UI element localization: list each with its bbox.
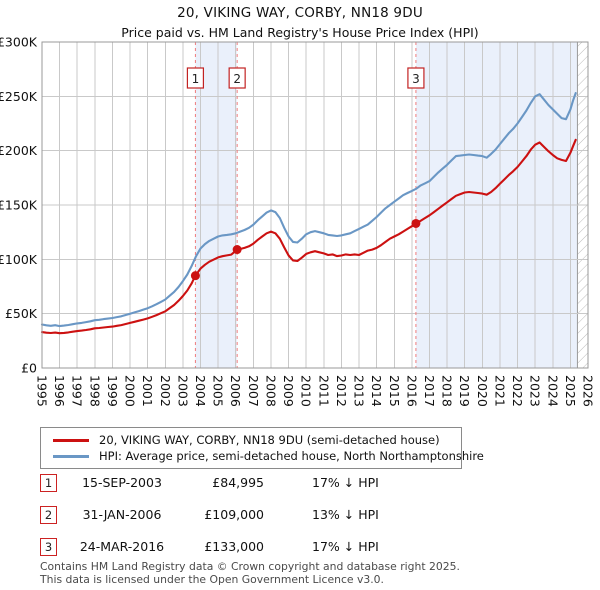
- sale-number-badge: 3: [40, 537, 57, 556]
- x-tick-label: 2012: [334, 375, 349, 407]
- sale-price: £84,995: [212, 475, 264, 490]
- x-tick-label: 2001: [140, 375, 155, 407]
- y-tick-label: £0: [21, 361, 37, 376]
- x-tick-label: 1997: [70, 375, 85, 407]
- x-tick-label: 2021: [492, 375, 507, 407]
- sale-flag-number: 1: [192, 72, 200, 86]
- sale-vs-hpi: 17% ↓ HPI: [312, 475, 379, 490]
- sale-number-badge: 2: [40, 505, 57, 524]
- page-subtitle: Price paid vs. HM Land Registry's House …: [121, 25, 479, 40]
- y-tick-label: £150K: [0, 198, 38, 213]
- sale-point: [232, 245, 242, 255]
- x-tick-label: 2022: [510, 375, 525, 407]
- sale-price: £133,000: [204, 539, 264, 554]
- x-tick-label: 2020: [475, 375, 490, 407]
- property-line-swatch: [53, 438, 89, 442]
- x-tick-label: 2008: [264, 375, 279, 407]
- sale-date: 24-MAR-2016: [79, 539, 165, 554]
- table-row: 1 15-SEP-2003 £84,995 17% ↓ HPI: [40, 473, 379, 492]
- x-tick-label: 2026: [581, 375, 596, 407]
- x-tick-label: 2009: [281, 375, 296, 407]
- sale-point: [190, 271, 200, 281]
- x-tick-label: 2011: [316, 375, 331, 407]
- x-tick-label: 2004: [193, 375, 208, 407]
- x-tick-label: 2017: [422, 375, 437, 407]
- y-tick-label: £200K: [0, 143, 38, 158]
- x-tick-label: 2015: [387, 375, 402, 407]
- plot-border: [41, 41, 589, 369]
- y-tick-label: £100K: [0, 252, 38, 267]
- sale-flag-number: 2: [233, 72, 241, 86]
- x-tick-label: 1995: [35, 375, 50, 407]
- y-tick-label: £250K: [0, 89, 38, 104]
- x-tick-label: 2024: [545, 375, 560, 407]
- table-row: 3 24-MAR-2016 £133,000 17% ↓ HPI: [40, 537, 379, 556]
- footer-line-2: This data is licensed under the Open Gov…: [40, 573, 384, 586]
- x-tick-label: 2025: [563, 375, 578, 407]
- legend-item-property: 20, VIKING WAY, CORBY, NN18 9DU (semi-de…: [47, 432, 455, 448]
- chart-header: 20, VIKING WAY, CORBY, NN18 9DU Price pa…: [0, 5, 600, 40]
- x-tick-label: 2002: [158, 375, 173, 407]
- table-row: 2 31-JAN-2006 £109,000 13% ↓ HPI: [40, 505, 379, 524]
- x-tick-label: 2000: [123, 375, 138, 407]
- x-tick-label: 2003: [175, 375, 190, 407]
- hpi-series-line: [40, 92, 577, 328]
- x-tick-label: 2005: [211, 375, 226, 407]
- sale-date: 31-JAN-2006: [82, 507, 162, 522]
- sale-flag-number: 3: [412, 72, 420, 86]
- x-tick-label: 1998: [87, 375, 102, 407]
- x-tick-label: 2010: [299, 375, 314, 407]
- y-tick-label: £50K: [5, 306, 38, 321]
- x-tick-label: 2006: [228, 375, 243, 407]
- sale-vs-hpi: 13% ↓ HPI: [312, 507, 379, 522]
- sale-flag: [228, 67, 246, 89]
- property-series-line: [40, 138, 577, 335]
- x-tick-label: 2023: [528, 375, 543, 407]
- license-footer: Contains HM Land Registry data © Crown c…: [40, 560, 460, 586]
- footer-line-1: Contains HM Land Registry data © Crown c…: [40, 560, 460, 573]
- sales-table: 1 15-SEP-2003 £84,995 17% ↓ HPI 2 31-JAN…: [40, 473, 379, 569]
- hpi-line-swatch: [53, 454, 89, 458]
- sale-flag: [186, 67, 205, 89]
- legend-label-property: 20, VIKING WAY, CORBY, NN18 9DU (semi-de…: [99, 433, 440, 447]
- y-tick-label: £300K: [0, 35, 38, 50]
- sale-flag: [407, 67, 425, 89]
- x-tick-label: 2014: [369, 375, 384, 407]
- sale-vs-hpi: 17% ↓ HPI: [312, 539, 379, 554]
- sale-date: 15-SEP-2003: [82, 475, 162, 490]
- x-tick-label: 1999: [105, 375, 120, 407]
- sale-point: [411, 218, 421, 228]
- x-tick-label: 2018: [440, 375, 455, 407]
- sale-price: £109,000: [204, 507, 264, 522]
- x-tick-label: 2016: [404, 375, 419, 407]
- x-tick-label: 1996: [52, 375, 67, 407]
- page-title: 20, VIKING WAY, CORBY, NN18 9DU: [177, 5, 423, 21]
- sale-number-badge: 1: [40, 473, 57, 492]
- legend-item-hpi: HPI: Average price, semi-detached house,…: [47, 448, 484, 464]
- x-tick-label: 2019: [457, 375, 472, 407]
- chart-legend: 20, VIKING WAY, CORBY, NN18 9DU (semi-de…: [40, 427, 484, 469]
- x-tick-label: 2007: [246, 375, 261, 407]
- x-tick-label: 2013: [352, 375, 367, 407]
- legend-label-hpi: HPI: Average price, semi-detached house,…: [99, 449, 484, 463]
